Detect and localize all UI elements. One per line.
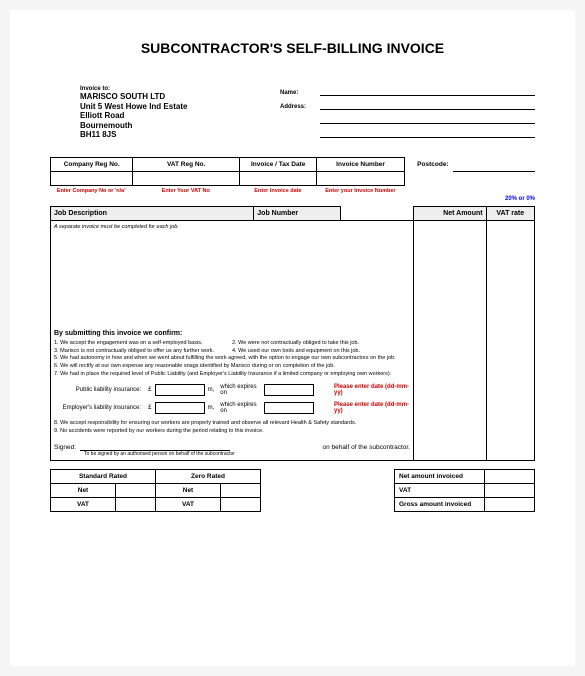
m-1: m,: [208, 387, 215, 393]
employer-liability-row: Employer's liability insurance: £ m, whi…: [54, 402, 410, 414]
page-title: SUBCONTRACTOR'S SELF-BILLING INVOICE: [50, 40, 535, 56]
addr-line3: Elliott Road: [80, 111, 260, 121]
emp-liab-amount[interactable]: [155, 402, 205, 414]
std-net-value[interactable]: [116, 483, 156, 497]
emp-liab-expiry[interactable]: [264, 402, 314, 414]
confirm-8: 8. We accept responsibility for ensuring…: [54, 420, 410, 428]
invoice-to-block: Invoice to: MARISCO SOUTH LTD Unit 5 Wes…: [80, 86, 260, 142]
m-2: m,: [208, 405, 215, 411]
emp-liab-label: Employer's liability insurance:: [54, 405, 145, 411]
zero-vat-label: VAT: [156, 497, 221, 511]
meta-table: Company Reg No. VAT Reg No. Invoice / Ta…: [50, 157, 535, 186]
net-invoiced-value[interactable]: [485, 469, 535, 483]
recipient-fields: Name: Address:: [280, 86, 535, 142]
confirm-list: 1. We accept the engagement was on a sel…: [54, 340, 410, 378]
vat-note: 20% or 0%: [50, 196, 535, 202]
rated-table: Standard Rated Zero Rated Net Net VAT VA…: [50, 469, 261, 512]
signature-row: Signed: on behalf of the subcontractor.: [54, 444, 410, 451]
confirm-block: By submitting this invoice we confirm: 1…: [54, 330, 410, 457]
company-reg-input[interactable]: [51, 172, 133, 186]
totals-table: Net amount invoiced VAT Gross amount inv…: [394, 469, 535, 512]
postcode-input[interactable]: [453, 158, 535, 172]
address-input-line-3[interactable]: [320, 128, 535, 138]
vat-reg-input[interactable]: [133, 172, 240, 186]
hint-vat: Enter Your VAT No: [132, 188, 239, 194]
addr-line4: Bournemouth: [80, 121, 260, 131]
name-input-line[interactable]: [320, 86, 535, 96]
zero-vat-value[interactable]: [221, 497, 261, 511]
address-input-line-1[interactable]: [320, 100, 535, 110]
addr-line5: BH11 8JS: [80, 130, 260, 140]
std-vat-label: VAT: [51, 497, 116, 511]
vat-total-value[interactable]: [485, 483, 535, 497]
invoice-number-input[interactable]: [317, 172, 404, 186]
confirm-7: 7. We had in place the required level of…: [54, 371, 410, 379]
gross-invoiced-label: Gross amount invoiced: [395, 497, 485, 511]
date-hint-1: Please enter date (dd-mm-yy): [334, 384, 410, 396]
confirm-9: 9. No accidents were reported by our wor…: [54, 428, 410, 436]
confirm-5: 5. We had autonomy in how and when we we…: [54, 355, 410, 363]
job-table: Job Description Job Number Net Amount VA…: [50, 206, 535, 461]
job-num-header: Job Number: [254, 207, 341, 221]
net-invoiced-label: Net amount invoiced: [395, 469, 485, 483]
hint-date: Enter invoice date: [239, 188, 317, 194]
net-amount-header: Net Amount: [413, 207, 486, 221]
meta-col-date: Invoice / Tax Date: [239, 158, 317, 172]
signature-note: To be signed by an authorised person on …: [84, 451, 410, 457]
postcode-label: Postcode:: [404, 158, 452, 172]
body-note: A separate invoice must be completed for…: [54, 224, 410, 230]
pound-1: £: [148, 387, 151, 393]
vat-rate-header: VAT rate: [486, 207, 534, 221]
confirm-6: 6. We will rectify at our own expense an…: [54, 363, 410, 371]
confirm-1: 1. We accept the engagement was on a sel…: [54, 340, 232, 348]
vat-rate-cell[interactable]: [486, 221, 534, 461]
behalf-text: on behalf of the subcontractor.: [323, 444, 410, 451]
std-net-label: Net: [51, 483, 116, 497]
pub-liab-label: Public liability insurance:: [54, 387, 145, 393]
pound-2: £: [148, 405, 151, 411]
zero-rated-header: Zero Rated: [156, 469, 261, 483]
hint-company: Enter Company No or 'n/a': [50, 188, 132, 194]
meta-col-company: Company Reg No.: [51, 158, 133, 172]
invoice-date-input[interactable]: [239, 172, 317, 186]
zero-net-value[interactable]: [221, 483, 261, 497]
job-desc-header: Job Description: [51, 207, 254, 221]
addr-line2: Unit 5 West Howe Ind Estate: [80, 102, 260, 112]
expires-1: which expires on: [220, 384, 261, 396]
signed-label: Signed:: [54, 444, 76, 451]
vat-total-label: VAT: [395, 483, 485, 497]
zero-net-label: Net: [156, 483, 221, 497]
pub-liab-expiry[interactable]: [264, 384, 314, 396]
pub-liab-amount[interactable]: [155, 384, 205, 396]
meta-hints: Enter Company No or 'n/a' Enter Your VAT…: [50, 188, 535, 194]
date-hint-2: Please enter date (dd-mm-yy): [334, 402, 410, 414]
net-amount-cell[interactable]: [413, 221, 486, 461]
meta-col-vat: VAT Reg No.: [133, 158, 240, 172]
std-vat-value[interactable]: [116, 497, 156, 511]
address-label: Address:: [280, 104, 320, 110]
signature-line[interactable]: [80, 444, 230, 451]
addr-line1: MARISCO SOUTH LTD: [80, 92, 260, 102]
expires-2: which expires on: [220, 402, 261, 414]
name-label: Name:: [280, 90, 320, 96]
totals-block: Standard Rated Zero Rated Net Net VAT VA…: [50, 469, 535, 512]
meta-col-invnum: Invoice Number: [317, 158, 404, 172]
header-block: Invoice to: MARISCO SOUTH LTD Unit 5 Wes…: [50, 86, 535, 142]
public-liability-row: Public liability insurance: £ m, which e…: [54, 384, 410, 396]
hint-invnum: Enter your Invoice Number: [317, 188, 404, 194]
confirm-title: By submitting this invoice we confirm:: [54, 330, 410, 337]
invoice-page: SUBCONTRACTOR'S SELF-BILLING INVOICE Inv…: [10, 10, 575, 666]
gross-invoiced-value[interactable]: [485, 497, 535, 511]
address-input-line-2[interactable]: [320, 114, 535, 124]
confirm-2: 2. We were not contractually obliged to …: [232, 340, 359, 348]
std-rated-header: Standard Rated: [51, 469, 156, 483]
confirm-4: 4. We used our own tools and equipment o…: [232, 348, 360, 356]
confirm-3: 3. Marisco is not contractually obliged …: [54, 348, 232, 356]
job-body-cell[interactable]: A separate invoice must be completed for…: [51, 221, 414, 461]
